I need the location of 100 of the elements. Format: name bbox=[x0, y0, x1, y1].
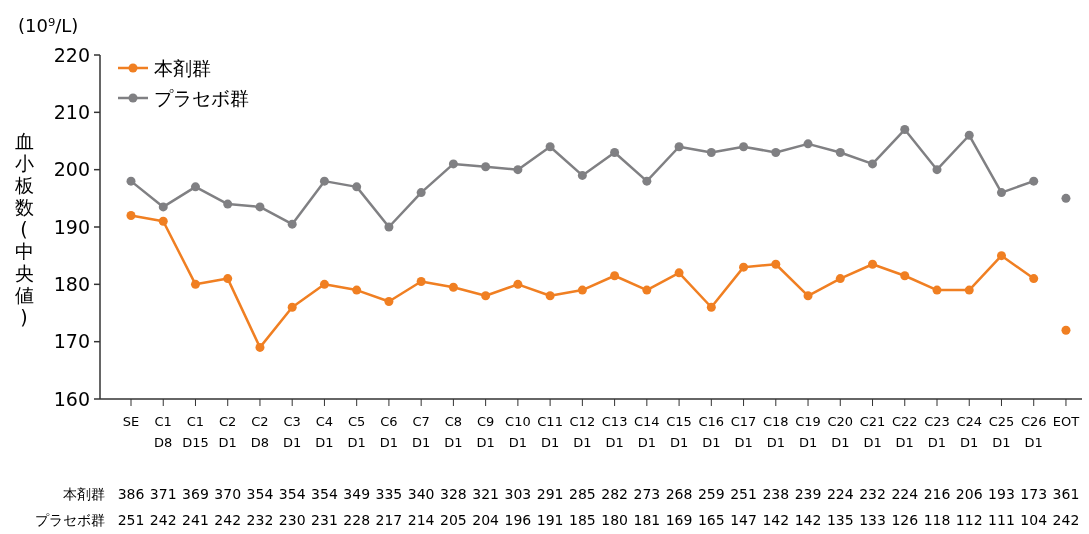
point bbox=[1061, 325, 1071, 335]
point bbox=[674, 268, 684, 278]
y-tick-label: 210 bbox=[53, 100, 90, 123]
x-tick-label: C19 D1 bbox=[795, 414, 821, 450]
x-tick-label: C7 D1 bbox=[412, 414, 431, 450]
point bbox=[577, 285, 587, 295]
point bbox=[158, 216, 168, 226]
point bbox=[868, 259, 878, 269]
y-tick-label: 220 bbox=[53, 43, 90, 66]
x-tick-label: C13 D1 bbox=[601, 414, 628, 450]
point bbox=[868, 159, 878, 169]
point bbox=[610, 271, 620, 281]
point bbox=[190, 279, 200, 289]
point bbox=[577, 170, 587, 180]
point bbox=[706, 302, 716, 312]
y-tick-label: 190 bbox=[53, 215, 90, 238]
point bbox=[900, 125, 910, 135]
point bbox=[771, 259, 781, 269]
point bbox=[545, 142, 555, 152]
x-tick-label: C5 D1 bbox=[347, 414, 366, 450]
x-tick-label: C12 D1 bbox=[569, 414, 596, 450]
text: (10⁹/L) bbox=[18, 15, 79, 36]
x-tick-label: EOT bbox=[1052, 414, 1080, 429]
text: 血小板数(中央値) bbox=[14, 130, 34, 328]
point bbox=[190, 182, 200, 192]
point bbox=[1061, 193, 1071, 203]
x-tick-label: C11 D1 bbox=[537, 414, 563, 450]
point bbox=[771, 147, 781, 157]
point bbox=[964, 285, 974, 295]
point bbox=[803, 291, 813, 301]
point bbox=[996, 188, 1006, 198]
point bbox=[706, 147, 716, 157]
point bbox=[223, 274, 233, 284]
point bbox=[835, 147, 845, 157]
point bbox=[835, 274, 845, 284]
point bbox=[513, 279, 523, 289]
point bbox=[932, 285, 942, 295]
point bbox=[610, 147, 620, 157]
x-tick-label: C3 D1 bbox=[283, 414, 302, 450]
y-tick-label: 180 bbox=[53, 272, 90, 295]
point bbox=[642, 176, 652, 186]
x-tick-label: C16 D1 bbox=[698, 414, 725, 450]
x-tick-label: C18 D1 bbox=[762, 414, 789, 450]
point bbox=[352, 285, 362, 295]
text: プラセボ群 251 242 241 242 232 230 231 228 217 214 205 204 196 191 185 180 181 169 165 147 142 142 135 133 126 118 112 111 104 242 bbox=[35, 512, 1080, 528]
x-tick-label: C10 D1 bbox=[505, 414, 531, 450]
point bbox=[287, 219, 297, 229]
point bbox=[319, 176, 329, 186]
x-tick-label: C2 D1 bbox=[218, 414, 237, 450]
x-tick-label: C25 D1 bbox=[988, 414, 1015, 450]
point bbox=[642, 285, 652, 295]
point bbox=[900, 271, 910, 281]
x-tick-label: C8 D1 bbox=[444, 414, 463, 450]
point bbox=[319, 279, 329, 289]
point bbox=[674, 142, 684, 152]
x-tick-label: C4 D1 bbox=[315, 414, 334, 450]
point bbox=[158, 202, 168, 212]
x-tick-label: SE bbox=[122, 414, 140, 429]
point bbox=[964, 130, 974, 140]
legend-label: プラセボ群 bbox=[154, 86, 249, 109]
x-tick-label: C26 D1 bbox=[1020, 414, 1047, 450]
x-tick-label: C15 D1 bbox=[666, 414, 692, 450]
point bbox=[803, 139, 813, 149]
x-tick-label: C2 D8 bbox=[250, 414, 270, 450]
x-tick-label: C6 D1 bbox=[379, 414, 399, 450]
point bbox=[1029, 176, 1039, 186]
x-tick-label: C22 D1 bbox=[891, 414, 918, 450]
point bbox=[384, 222, 394, 232]
x-tick-label: C9 D1 bbox=[476, 414, 495, 450]
point bbox=[352, 182, 362, 192]
x-tick-label: C24 D1 bbox=[956, 414, 983, 450]
x-tick-label: C1 D15 bbox=[182, 414, 209, 450]
x-tick-label: C23 D1 bbox=[924, 414, 950, 450]
point bbox=[416, 276, 426, 286]
point bbox=[384, 297, 394, 307]
point bbox=[739, 142, 749, 152]
point bbox=[1029, 274, 1039, 284]
point bbox=[126, 211, 136, 221]
x-tick-label: C17 D1 bbox=[730, 414, 757, 450]
y-tick-label: 200 bbox=[53, 158, 90, 181]
y-tick-label: 170 bbox=[53, 330, 90, 353]
point bbox=[739, 262, 749, 272]
point bbox=[513, 165, 523, 175]
point bbox=[932, 165, 942, 175]
point bbox=[255, 202, 265, 212]
point bbox=[996, 251, 1006, 261]
point bbox=[416, 188, 426, 198]
text: 本剤群 386 371 369 370 354 354 354 349 335 340 328 321 303 291 285 282 273 268 259 251 238 239 224 232 224 216 206 193 173 361 bbox=[63, 486, 1080, 502]
x-tick-label: C1 D8 bbox=[154, 414, 173, 450]
x-tick-label: C21 D1 bbox=[859, 414, 886, 450]
point bbox=[481, 162, 491, 172]
x-tick-label: C14 D1 bbox=[634, 414, 660, 450]
point bbox=[448, 159, 458, 169]
point bbox=[545, 291, 555, 301]
x-tick-label: C20 D1 bbox=[827, 414, 854, 450]
point bbox=[126, 176, 136, 186]
point bbox=[448, 282, 458, 292]
point bbox=[481, 291, 491, 301]
legend-label: 本剤群 bbox=[154, 56, 211, 79]
point bbox=[255, 342, 265, 352]
